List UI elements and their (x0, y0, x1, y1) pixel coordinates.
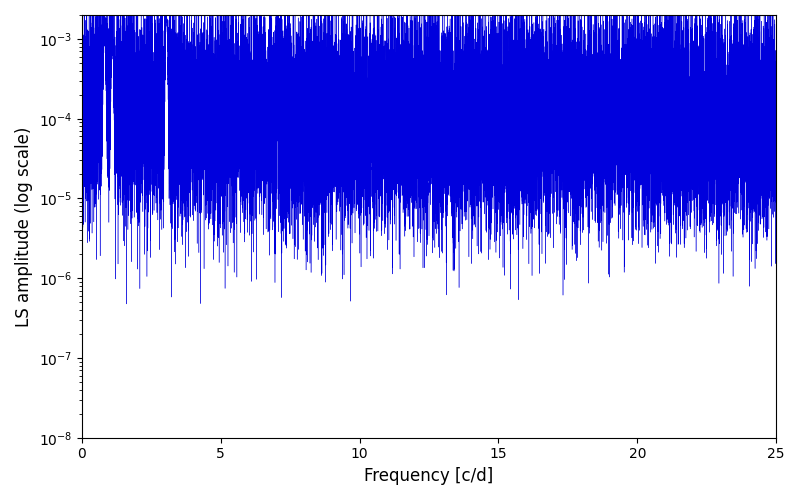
Y-axis label: LS amplitude (log scale): LS amplitude (log scale) (15, 126, 33, 326)
X-axis label: Frequency [c/d]: Frequency [c/d] (364, 467, 494, 485)
